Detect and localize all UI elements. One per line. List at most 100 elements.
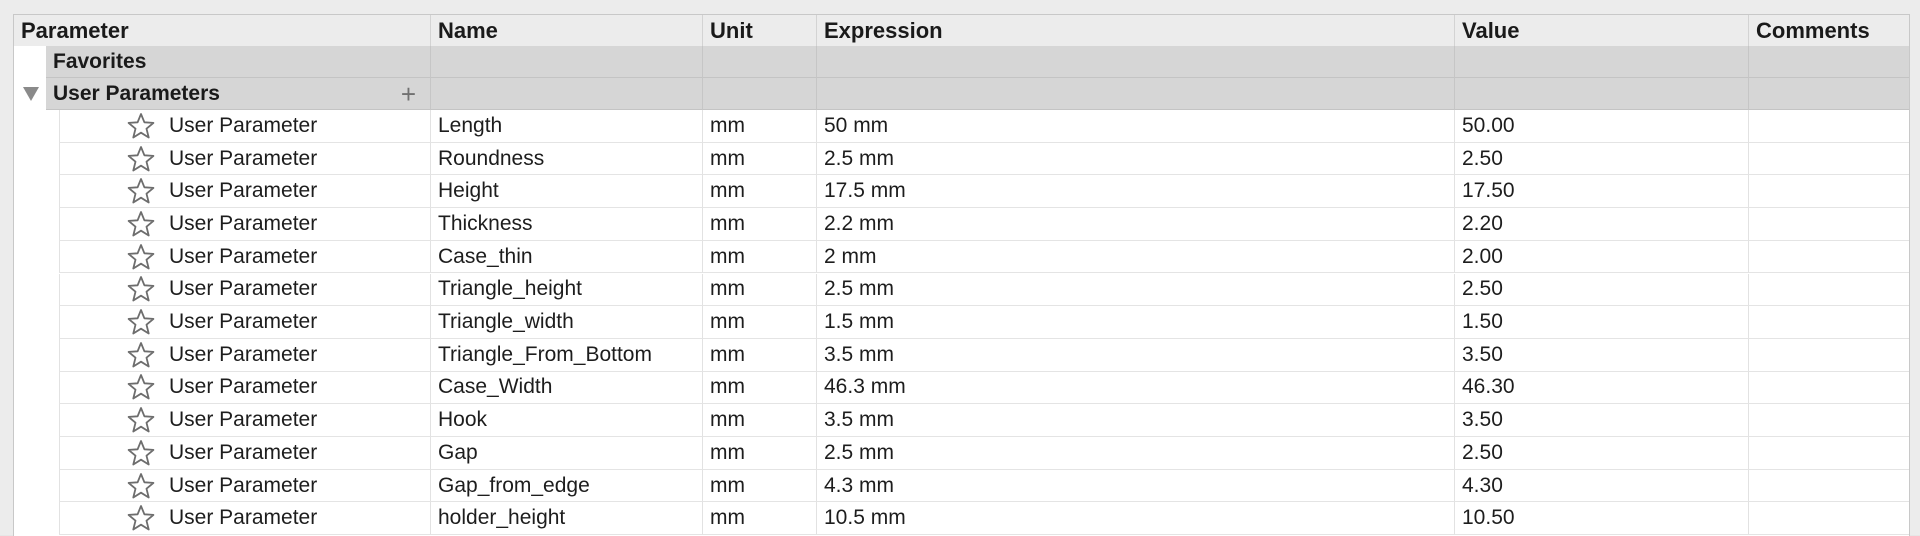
parameter-expression: 1.5 mm <box>824 310 894 334</box>
comments-cell[interactable] <box>1749 143 1909 176</box>
parameter-expression: 3.5 mm <box>824 343 894 367</box>
comments-cell[interactable] <box>1749 175 1909 208</box>
expression-cell[interactable]: 17.5 mm <box>817 175 1455 208</box>
table-row[interactable]: User Parameter Gap mm 2.5 mm 2.50 <box>14 437 1909 470</box>
unit-cell[interactable]: mm <box>703 404 817 437</box>
parameter-name: Triangle_width <box>438 310 574 334</box>
table-row[interactable]: User Parameter Thickness mm 2.2 mm 2.20 <box>14 208 1909 241</box>
favorite-star-icon[interactable] <box>127 112 155 140</box>
unit-cell[interactable]: mm <box>703 274 817 307</box>
name-cell[interactable]: Triangle_height <box>431 274 703 307</box>
parameter-type-label: User Parameter <box>169 441 317 465</box>
table-row[interactable]: User Parameter Case_thin mm 2 mm 2.00 <box>14 241 1909 274</box>
group-row-favorites[interactable]: Favorites <box>14 46 1909 78</box>
name-cell[interactable]: Roundness <box>431 143 703 176</box>
comments-cell[interactable] <box>1749 372 1909 405</box>
column-header-parameter[interactable]: Parameter <box>14 15 431 46</box>
unit-cell[interactable]: mm <box>703 143 817 176</box>
table-row[interactable]: User Parameter holder_height mm 10.5 mm … <box>14 502 1909 535</box>
table-row[interactable]: User Parameter Length mm 50 mm 50.00 <box>14 110 1909 143</box>
expression-cell[interactable]: 46.3 mm <box>817 372 1455 405</box>
expression-cell[interactable]: 10.5 mm <box>817 502 1455 535</box>
value-cell: 2.00 <box>1455 241 1749 274</box>
expression-cell[interactable]: 50 mm <box>817 110 1455 143</box>
parameter-name: Case_Width <box>438 375 552 399</box>
parameter-expression: 2.5 mm <box>824 277 894 301</box>
comments-cell[interactable] <box>1749 502 1909 535</box>
expression-cell[interactable]: 2.5 mm <box>817 437 1455 470</box>
favorite-star-icon[interactable] <box>127 406 155 434</box>
comments-cell[interactable] <box>1749 404 1909 437</box>
table-row[interactable]: User Parameter Hook mm 3.5 mm 3.50 <box>14 404 1909 437</box>
unit-cell[interactable]: mm <box>703 502 817 535</box>
table-row[interactable]: User Parameter Triangle_From_Bottom mm 3… <box>14 339 1909 372</box>
triangle-down-icon[interactable] <box>23 87 39 101</box>
unit-cell[interactable]: mm <box>703 437 817 470</box>
name-cell[interactable]: Case_thin <box>431 241 703 274</box>
name-cell[interactable]: Gap_from_edge <box>431 470 703 503</box>
name-cell[interactable]: holder_height <box>431 502 703 535</box>
unit-cell[interactable]: mm <box>703 175 817 208</box>
column-header-comments[interactable]: Comments <box>1749 15 1909 46</box>
table-row[interactable]: User Parameter Roundness mm 2.5 mm 2.50 <box>14 143 1909 176</box>
expression-cell[interactable]: 2.5 mm <box>817 143 1455 176</box>
column-header-name[interactable]: Name <box>431 15 703 46</box>
unit-cell[interactable]: mm <box>703 470 817 503</box>
expression-cell[interactable]: 2 mm <box>817 241 1455 274</box>
table-row[interactable]: User Parameter Case_Width mm 46.3 mm 46.… <box>14 372 1909 405</box>
comments-cell[interactable] <box>1749 306 1909 339</box>
comments-cell[interactable] <box>1749 437 1909 470</box>
expression-cell[interactable]: 3.5 mm <box>817 404 1455 437</box>
comments-cell[interactable] <box>1749 208 1909 241</box>
expression-cell[interactable]: 1.5 mm <box>817 306 1455 339</box>
name-cell[interactable]: Height <box>431 175 703 208</box>
expression-cell[interactable]: 4.3 mm <box>817 470 1455 503</box>
parameter-cell: User Parameter <box>59 437 431 470</box>
favorite-star-icon[interactable] <box>127 308 155 336</box>
favorite-star-icon[interactable] <box>127 439 155 467</box>
expression-cell[interactable]: 2.5 mm <box>817 274 1455 307</box>
unit-cell[interactable]: mm <box>703 208 817 241</box>
favorite-star-icon[interactable] <box>127 145 155 173</box>
table-row[interactable]: User Parameter Triangle_height mm 2.5 mm… <box>14 274 1909 307</box>
table-row[interactable]: User Parameter Height mm 17.5 mm 17.50 <box>14 175 1909 208</box>
parameter-name: Roundness <box>438 147 544 171</box>
table-row[interactable]: User Parameter Triangle_width mm 1.5 mm … <box>14 306 1909 339</box>
parameter-name: Hook <box>438 408 487 432</box>
table-row[interactable]: User Parameter Gap_from_edge mm 4.3 mm 4… <box>14 470 1909 503</box>
comments-cell[interactable] <box>1749 241 1909 274</box>
parameter-name: Triangle_From_Bottom <box>438 343 652 367</box>
favorite-star-icon[interactable] <box>127 504 155 532</box>
column-header-value[interactable]: Value <box>1455 15 1749 46</box>
expression-cell[interactable]: 3.5 mm <box>817 339 1455 372</box>
column-header-expression[interactable]: Expression <box>817 15 1455 46</box>
favorite-star-icon[interactable] <box>127 341 155 369</box>
comments-cell[interactable] <box>1749 274 1909 307</box>
name-cell[interactable]: Triangle_width <box>431 306 703 339</box>
unit-cell[interactable]: mm <box>703 339 817 372</box>
plus-icon[interactable]: + <box>401 83 416 105</box>
group-row-user-parameters[interactable]: User Parameters + <box>14 78 1909 110</box>
name-cell[interactable]: Length <box>431 110 703 143</box>
name-cell[interactable]: Thickness <box>431 208 703 241</box>
name-cell[interactable]: Gap <box>431 437 703 470</box>
expression-cell[interactable]: 2.2 mm <box>817 208 1455 241</box>
comments-cell[interactable] <box>1749 339 1909 372</box>
unit-cell[interactable]: mm <box>703 306 817 339</box>
favorite-star-icon[interactable] <box>127 210 155 238</box>
favorite-star-icon[interactable] <box>127 373 155 401</box>
name-cell[interactable]: Case_Width <box>431 372 703 405</box>
favorite-star-icon[interactable] <box>127 472 155 500</box>
comments-cell[interactable] <box>1749 470 1909 503</box>
name-cell[interactable]: Triangle_From_Bottom <box>431 339 703 372</box>
favorite-star-icon[interactable] <box>127 243 155 271</box>
unit-cell[interactable]: mm <box>703 372 817 405</box>
unit-cell[interactable]: mm <box>703 241 817 274</box>
unit-cell[interactable]: mm <box>703 110 817 143</box>
favorite-star-icon[interactable] <box>127 177 155 205</box>
name-cell[interactable]: Hook <box>431 404 703 437</box>
comments-cell[interactable] <box>1749 110 1909 143</box>
column-header-unit[interactable]: Unit <box>703 15 817 46</box>
favorite-star-icon[interactable] <box>127 275 155 303</box>
